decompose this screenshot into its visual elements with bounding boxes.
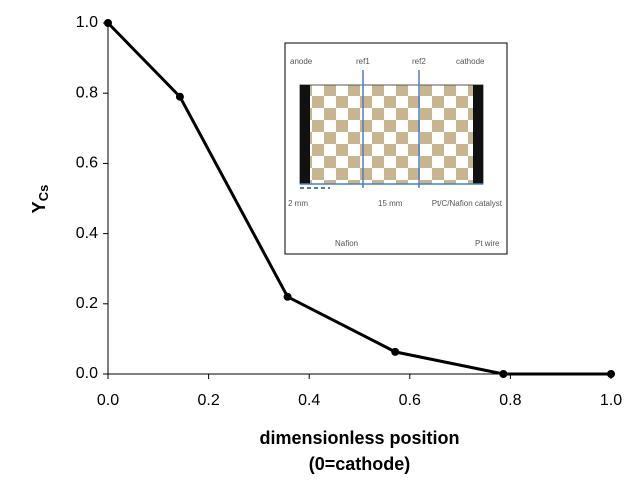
inset-label: ref1 bbox=[356, 57, 370, 66]
inset bbox=[284, 42, 508, 255]
data-line bbox=[106, 21, 611, 376]
inset-label: 2 mm bbox=[288, 199, 308, 208]
y-tick-label: 0.2 bbox=[76, 295, 98, 312]
inset-label: Pt/C/Nafion catalyst bbox=[432, 199, 503, 208]
inset-label: anode bbox=[290, 57, 313, 66]
data-point bbox=[175, 92, 184, 101]
inset-label: Nafion bbox=[335, 239, 358, 248]
y-axis-label-main: Y bbox=[29, 201, 49, 213]
data-point bbox=[607, 370, 615, 378]
inset-label: Pt wire bbox=[475, 239, 500, 248]
x-tick-label: 0.8 bbox=[499, 392, 521, 409]
y-axis-label-subscript: Cs bbox=[36, 185, 51, 202]
data-point bbox=[391, 347, 400, 356]
y-tick-label: 0.6 bbox=[76, 155, 98, 172]
x-tick-label: 0.6 bbox=[399, 392, 421, 409]
y-tick-label: 1.0 bbox=[76, 14, 98, 31]
data-point bbox=[283, 292, 292, 301]
x-axis-label: (0=cathode) bbox=[309, 454, 411, 474]
y-tick-label: 0.0 bbox=[76, 365, 98, 382]
y-tick-label: 0.8 bbox=[76, 84, 98, 101]
x-tick-label: 1.0 bbox=[600, 392, 622, 409]
data-point bbox=[104, 19, 112, 27]
data-point bbox=[499, 370, 508, 378]
x-axis-label: dimensionless position bbox=[259, 428, 459, 448]
x-tick-label: 0.0 bbox=[97, 392, 119, 409]
y-axis-label: YCs bbox=[29, 185, 52, 214]
inset-label: cathode bbox=[456, 57, 485, 66]
inset-label: ref2 bbox=[412, 57, 426, 66]
y-tick-label: 0.4 bbox=[76, 225, 98, 242]
x-tick-label: 0.4 bbox=[298, 392, 320, 409]
x-tick-label: 0.2 bbox=[197, 392, 219, 409]
inset-label: 15 mm bbox=[378, 199, 403, 208]
